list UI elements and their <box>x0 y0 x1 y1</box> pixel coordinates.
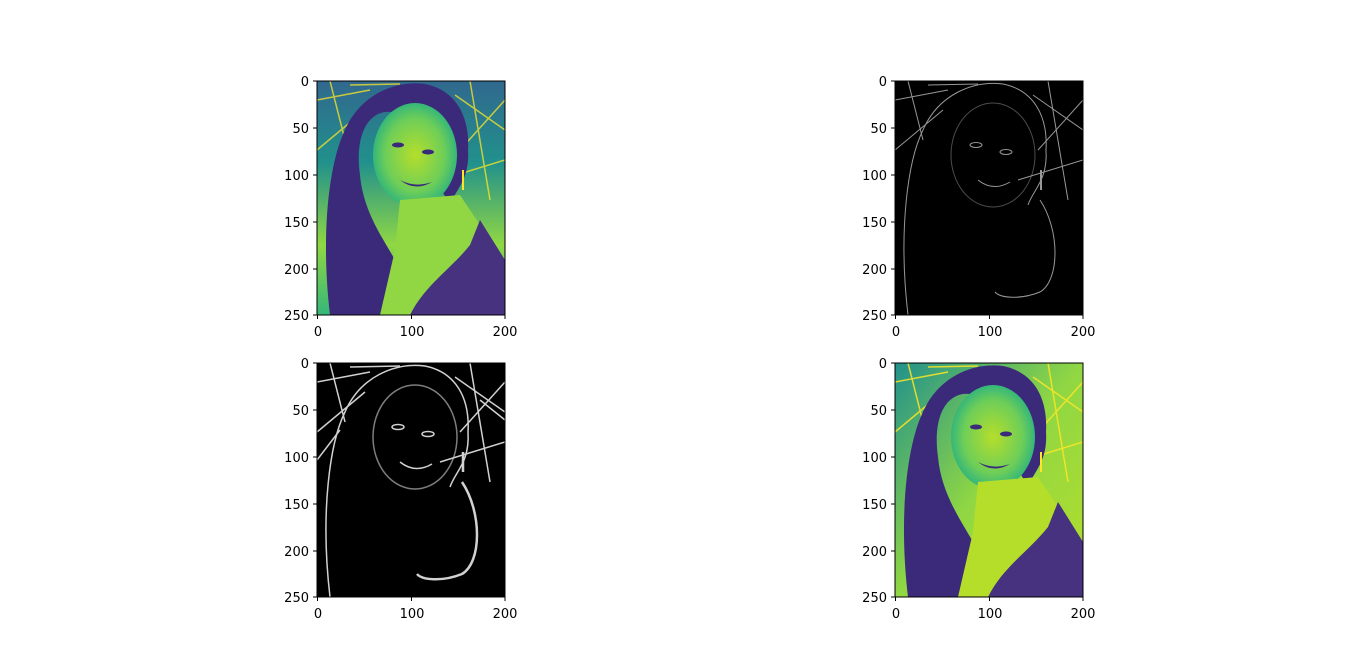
y-tick-label: 50 <box>870 404 887 419</box>
image-4 <box>895 363 1083 597</box>
y-tick-label: 200 <box>284 263 309 278</box>
y-tick-label: 0 <box>301 357 309 372</box>
y-ticks-3 <box>313 362 317 598</box>
y-ticks-1 <box>313 80 317 316</box>
y-tick-label: 100 <box>862 169 887 184</box>
y-tick-label: 150 <box>862 216 887 231</box>
x-ticks-4 <box>895 597 1084 601</box>
y-tick-label: 250 <box>284 591 309 606</box>
x-tick-label: 100 <box>400 325 425 340</box>
image-1 <box>317 81 505 315</box>
y-tick-label: 50 <box>870 122 887 137</box>
y-tick-label: 0 <box>301 75 309 90</box>
x-ticks-2 <box>895 315 1084 319</box>
y-tick-label: 200 <box>862 263 887 278</box>
y-tick-label: 0 <box>879 357 887 372</box>
subplot-1: 0 100 200 0 50 100 150 200 250 <box>284 75 517 340</box>
y-tick-label: 100 <box>862 451 887 466</box>
y-ticks-2 <box>891 80 895 316</box>
x-tick-label: 200 <box>493 325 518 340</box>
x-tick-label: 0 <box>892 325 900 340</box>
y-tick-label: 100 <box>284 451 309 466</box>
x-tick-label: 0 <box>314 607 322 622</box>
image-2 <box>895 81 1083 315</box>
x-tick-label: 200 <box>1071 325 1096 340</box>
x-tick-label: 0 <box>892 607 900 622</box>
x-ticks-1 <box>317 315 506 319</box>
y-tick-label: 50 <box>292 404 309 419</box>
x-tick-label: 200 <box>1071 607 1096 622</box>
subplot-2: 0 100 200 0 50 100 150 200 250 <box>862 75 1095 340</box>
y-tick-label: 200 <box>862 545 887 560</box>
subplot-3: 0 100 200 0 50 100 150 200 250 <box>284 357 517 622</box>
x-tick-label: 200 <box>493 607 518 622</box>
y-tick-label: 250 <box>862 591 887 606</box>
y-tick-label: 250 <box>862 309 887 324</box>
y-tick-label: 50 <box>292 122 309 137</box>
subplot-4: 0 100 200 0 50 100 150 200 250 <box>862 357 1095 622</box>
x-tick-label: 100 <box>978 325 1003 340</box>
y-tick-label: 250 <box>284 309 309 324</box>
y-ticks-4 <box>891 362 895 598</box>
y-tick-label: 150 <box>284 216 309 231</box>
y-tick-label: 150 <box>862 498 887 513</box>
y-tick-label: 200 <box>284 545 309 560</box>
x-ticks-3 <box>317 597 506 601</box>
y-tick-label: 100 <box>284 169 309 184</box>
x-tick-label: 0 <box>314 325 322 340</box>
x-tick-label: 100 <box>400 607 425 622</box>
y-tick-label: 150 <box>284 498 309 513</box>
y-tick-label: 0 <box>879 75 887 90</box>
image-3 <box>317 363 505 597</box>
x-tick-label: 100 <box>978 607 1003 622</box>
